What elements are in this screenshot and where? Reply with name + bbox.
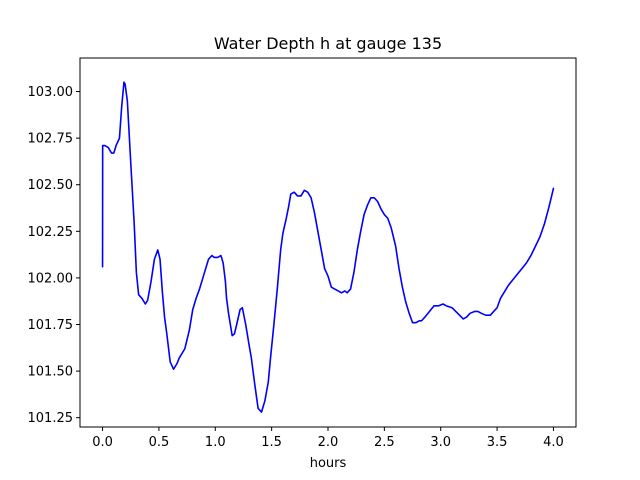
x-tick-label: 2.0 bbox=[318, 435, 339, 450]
y-tick-label: 103.00 bbox=[28, 85, 74, 100]
x-tick-label: 0.0 bbox=[92, 435, 113, 450]
y-tick-label: 102.25 bbox=[28, 225, 74, 240]
x-axis-label: hours bbox=[310, 456, 347, 471]
series-layer bbox=[101, 81, 555, 413]
x-tick-label: 1.0 bbox=[205, 435, 226, 450]
series-line bbox=[101, 81, 555, 413]
y-tick-label: 101.25 bbox=[28, 411, 74, 426]
y-tick-label: 101.50 bbox=[28, 365, 74, 380]
chart-title: Water Depth h at gauge 135 bbox=[214, 34, 442, 53]
y-axis: 101.25 101.50 101.75 102.00 102.25 102.50 102.… bbox=[28, 85, 80, 426]
plot-area-frame bbox=[79, 57, 577, 428]
x-tick-label: 3.5 bbox=[487, 435, 508, 450]
y-tick-label: 102.50 bbox=[28, 178, 74, 193]
x-tick-label: 4.0 bbox=[543, 435, 564, 450]
x-axis: 0.0 0.5 1.0 1.5 2.0 2.5 3.0 3.5 4.0 bbox=[92, 427, 564, 450]
x-tick-label: 2.5 bbox=[374, 435, 395, 450]
x-tick-label: 3.0 bbox=[430, 435, 451, 450]
y-tick-label: 102.75 bbox=[28, 132, 74, 147]
x-tick-label: 1.5 bbox=[261, 435, 282, 450]
y-tick-label: 101.75 bbox=[28, 318, 74, 333]
x-tick-label: 0.5 bbox=[149, 435, 170, 450]
y-tick-label: 102.00 bbox=[28, 271, 74, 286]
